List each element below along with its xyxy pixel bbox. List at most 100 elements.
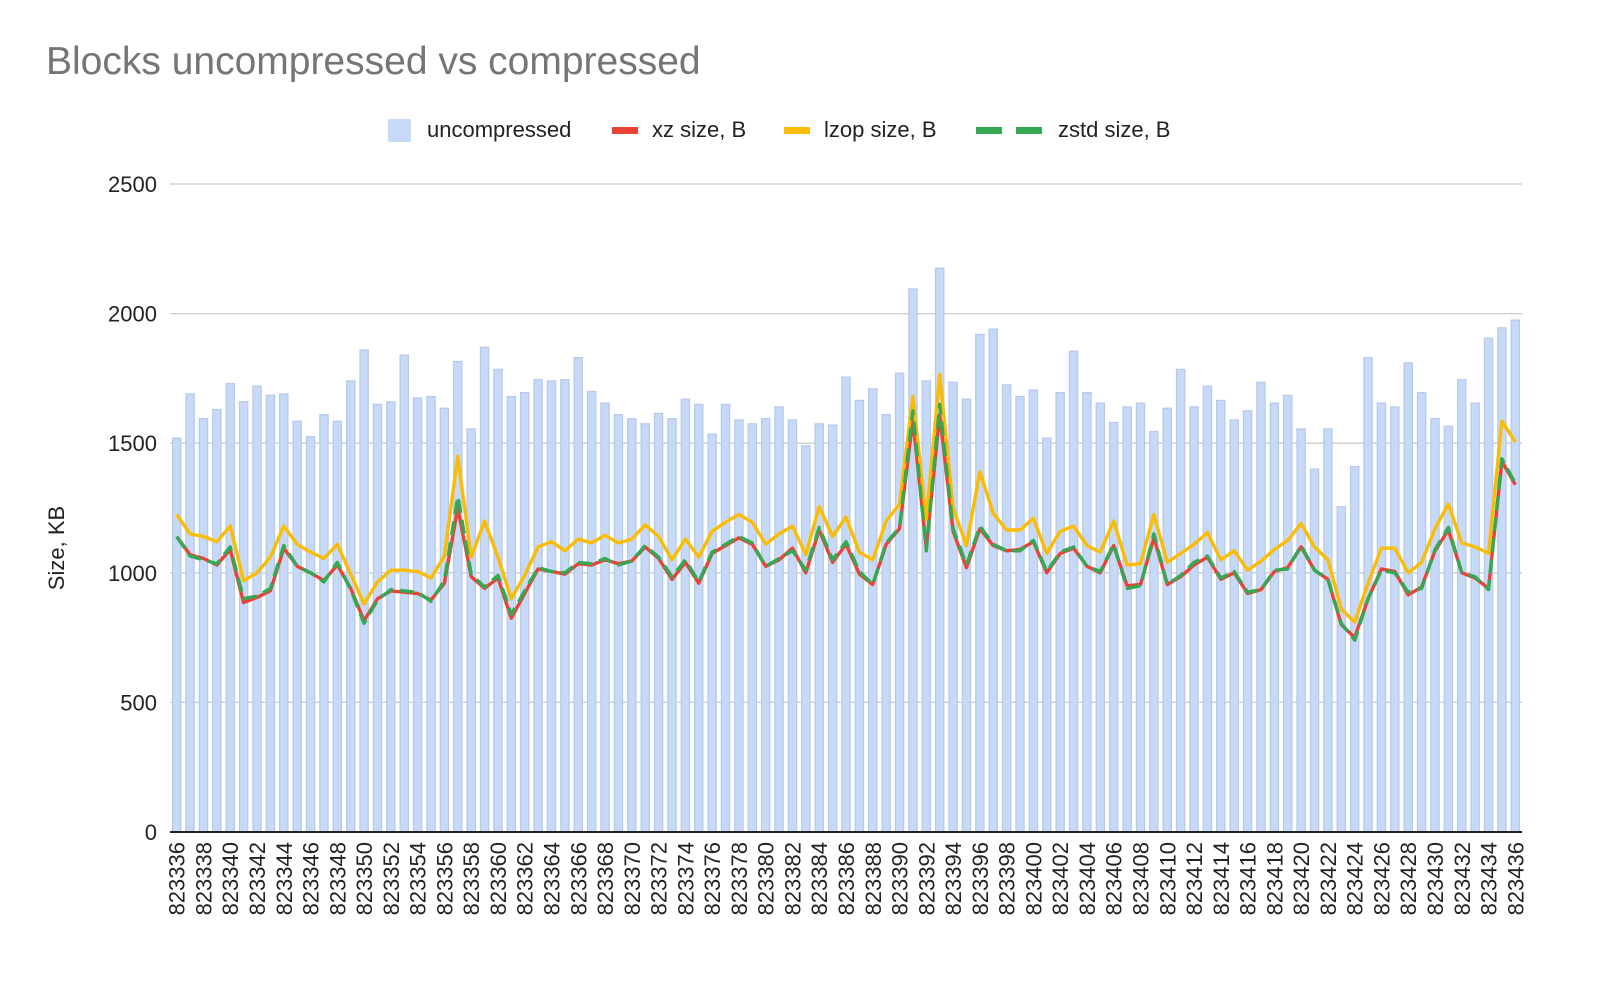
bar-823404[interactable]	[1082, 392, 1092, 833]
bar-823374[interactable]	[680, 398, 691, 833]
bar-823387[interactable]	[854, 399, 865, 833]
bar-823346[interactable]	[305, 436, 316, 833]
bar-823426[interactable]	[1376, 402, 1387, 833]
bar-823435[interactable]	[1497, 327, 1507, 833]
bar-823340[interactable]	[225, 382, 235, 833]
legend-item-lzop[interactable]: lzop size, B	[784, 114, 937, 146]
bar-823400[interactable]	[1028, 389, 1039, 833]
bar-823394[interactable]	[948, 381, 958, 833]
bar-823392[interactable]	[921, 380, 932, 833]
bar-823406[interactable]	[1108, 421, 1119, 833]
bar-823389[interactable]	[881, 414, 891, 833]
bar-823422[interactable]	[1323, 428, 1333, 833]
bar-823391[interactable]	[908, 288, 918, 833]
bar-823365[interactable]	[560, 379, 570, 833]
bar-823355[interactable]	[426, 395, 436, 833]
bar-823383[interactable]	[801, 445, 811, 833]
bar-823393[interactable]	[934, 267, 945, 833]
bar-823360[interactable]	[493, 368, 503, 833]
bar-823405[interactable]	[1095, 402, 1106, 833]
bar-823403[interactable]	[1068, 350, 1079, 833]
bar-823347[interactable]	[319, 414, 329, 833]
bar-823411[interactable]	[1175, 368, 1186, 833]
bar-823371[interactable]	[640, 423, 650, 833]
bar-823407[interactable]	[1122, 406, 1132, 833]
bar-823433[interactable]	[1470, 402, 1480, 833]
bar-823379[interactable]	[747, 423, 758, 833]
bar-823398[interactable]	[1001, 384, 1012, 833]
bar-823338[interactable]	[198, 417, 209, 833]
bar-823344[interactable]	[279, 393, 289, 833]
bar-823339[interactable]	[212, 408, 222, 833]
bar-823354[interactable]	[412, 397, 423, 833]
bar-823390[interactable]	[894, 372, 905, 833]
line-zstd[interactable]	[175, 402, 1517, 642]
legend-item-zstd[interactable]: zstd size, B	[976, 114, 1170, 146]
bar-823357[interactable]	[453, 360, 463, 833]
bar-823410[interactable]	[1162, 407, 1173, 833]
bar-823419[interactable]	[1282, 394, 1293, 833]
bar-823431[interactable]	[1443, 425, 1454, 833]
bar-823378[interactable]	[734, 419, 744, 833]
bar-823363[interactable]	[533, 379, 543, 833]
bar-823372[interactable]	[653, 412, 664, 833]
bar-823408[interactable]	[1135, 402, 1146, 833]
bar-823348[interactable]	[332, 420, 343, 833]
bar-823421[interactable]	[1309, 468, 1320, 833]
bar-823399[interactable]	[1015, 395, 1025, 833]
line-lzop[interactable]	[175, 372, 1517, 624]
bar-823367[interactable]	[586, 390, 597, 833]
bar-823388[interactable]	[868, 388, 878, 833]
bar-823337[interactable]	[185, 393, 195, 833]
bar-823385[interactable]	[827, 424, 838, 833]
bar-823423[interactable]	[1336, 506, 1347, 833]
bar-823336[interactable]	[171, 437, 182, 833]
bar-823375[interactable]	[694, 403, 704, 833]
bar-823342[interactable]	[252, 385, 262, 833]
bar-823364[interactable]	[546, 380, 557, 833]
bar-823373[interactable]	[667, 417, 677, 833]
bar-823412[interactable]	[1189, 406, 1199, 833]
bar-823351[interactable]	[372, 403, 383, 833]
bar-823428[interactable]	[1403, 362, 1413, 833]
bar-823395[interactable]	[961, 398, 972, 833]
bar-823401[interactable]	[1042, 437, 1052, 833]
bar-823413[interactable]	[1202, 385, 1213, 833]
bar-823414[interactable]	[1216, 399, 1226, 833]
bar-823376[interactable]	[707, 433, 717, 833]
bar-823402[interactable]	[1055, 392, 1065, 833]
bar-823415[interactable]	[1229, 419, 1239, 833]
bar-823427[interactable]	[1390, 406, 1400, 833]
bar-823362[interactable]	[519, 392, 530, 833]
bar-823366[interactable]	[573, 357, 584, 833]
bar-823343[interactable]	[265, 394, 276, 833]
bar-823341[interactable]	[238, 401, 249, 833]
bar-823345[interactable]	[292, 420, 302, 833]
bar-823380[interactable]	[760, 417, 771, 833]
bar-823350[interactable]	[359, 349, 369, 833]
bar-823349[interactable]	[345, 380, 356, 833]
bar-823377[interactable]	[720, 403, 731, 833]
bar-823370[interactable]	[627, 417, 637, 833]
bar-823356[interactable]	[439, 407, 450, 833]
legend-item-uncompressed[interactable]: uncompressed	[388, 114, 571, 146]
bar-823382[interactable]	[787, 419, 798, 833]
bar-823352[interactable]	[386, 401, 396, 833]
bar-823424[interactable]	[1349, 465, 1360, 833]
bar-823416[interactable]	[1242, 410, 1253, 833]
legend-item-xz[interactable]: xz size, B	[612, 114, 746, 146]
bar-823386[interactable]	[841, 376, 851, 833]
bar-823397[interactable]	[988, 328, 998, 833]
bar-823384[interactable]	[814, 423, 824, 833]
bar-823358[interactable]	[466, 428, 476, 833]
bar-823430[interactable]	[1430, 417, 1440, 833]
bar-823429[interactable]	[1416, 392, 1427, 833]
bar-823396[interactable]	[975, 333, 985, 833]
bar-823381[interactable]	[774, 406, 784, 833]
bar-823432[interactable]	[1457, 379, 1467, 833]
bar-823417[interactable]	[1256, 381, 1266, 833]
bar-823409[interactable]	[1149, 430, 1159, 833]
bar-823418[interactable]	[1269, 402, 1280, 833]
bar-823436[interactable]	[1510, 319, 1521, 833]
bar-823368[interactable]	[600, 402, 610, 833]
